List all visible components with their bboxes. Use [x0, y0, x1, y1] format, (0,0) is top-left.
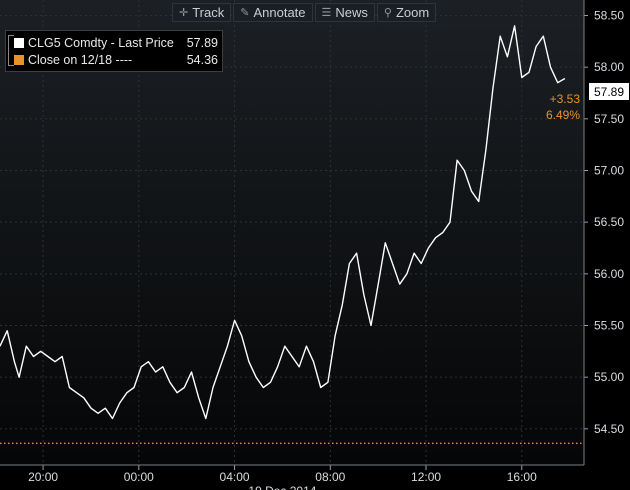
legend-value-last: 57.89: [186, 36, 218, 50]
legend-swatch-last: [14, 38, 24, 48]
y-tick-label: 58.00: [594, 60, 624, 74]
x-tick-label: 12:00: [411, 470, 441, 484]
y-tick-label: 57.00: [594, 164, 624, 178]
series: [0, 25, 566, 420]
legend-bracket: [8, 35, 14, 66]
legend-value-close: 54.36: [186, 53, 218, 67]
legend-item-close: Close on 12/18 ---- 54.36: [14, 52, 218, 68]
last-price-tag: 57.89: [588, 82, 630, 101]
x-tick-label: 00:00: [124, 470, 154, 484]
plot-area: [0, 0, 584, 465]
news-button[interactable]: ☰ News: [314, 3, 375, 22]
track-button[interactable]: ✛ Track: [172, 3, 232, 22]
price-line: [0, 25, 566, 420]
zoom-label: Zoom: [395, 5, 430, 20]
x-tick-label: 08:00: [315, 470, 345, 484]
gridlines: [0, 0, 588, 470]
axes: [0, 0, 585, 466]
magnifier-icon: ⚲: [383, 7, 392, 19]
y-tick-label: 55.00: [594, 370, 624, 384]
x-axis-title: 19 Dec 2014: [248, 484, 316, 490]
y-tick-label: 56.50: [594, 215, 624, 229]
crosshair-icon: ✛: [179, 7, 189, 19]
x-tick-label: 16:00: [507, 470, 537, 484]
legend-label-last: CLG5 Comdty - Last Price: [28, 36, 174, 50]
zoom-button[interactable]: ⚲ Zoom: [376, 3, 437, 22]
y-tick-label: 57.50: [594, 112, 624, 126]
legend-swatch-close: [14, 55, 24, 65]
news-label: News: [335, 5, 368, 20]
chart-legend[interactable]: CLG5 Comdty - Last Price 57.89 Close on …: [5, 30, 223, 72]
chart-toolbar: ✛ Track ✎ Annotate ☰ News ⚲ Zoom: [172, 3, 438, 22]
track-label: Track: [192, 5, 225, 20]
change-value: +3.53: [549, 92, 580, 106]
y-tick-label: 58.50: [594, 9, 624, 23]
legend-label-close: Close on 12/18 ----: [28, 53, 133, 67]
pencil-icon: ✎: [240, 7, 250, 19]
y-tick-label: 55.50: [594, 319, 624, 333]
change-percent: 6.49%: [545, 108, 580, 122]
legend-item-last-price: CLG5 Comdty - Last Price 57.89: [14, 35, 218, 51]
y-tick-label: 56.00: [594, 267, 624, 281]
annotate-button[interactable]: ✎ Annotate: [233, 3, 313, 22]
tick-labels: 54.50 55.00 55.50 56.00 56.50 57.00 57.50 58.00…: [28, 9, 624, 490]
news-icon: ☰: [321, 7, 332, 19]
x-tick-label: 04:00: [220, 470, 250, 484]
y-tick-label: 54.50: [594, 422, 624, 436]
x-tick-label: 20:00: [28, 470, 58, 484]
annotate-label: Annotate: [253, 5, 306, 20]
